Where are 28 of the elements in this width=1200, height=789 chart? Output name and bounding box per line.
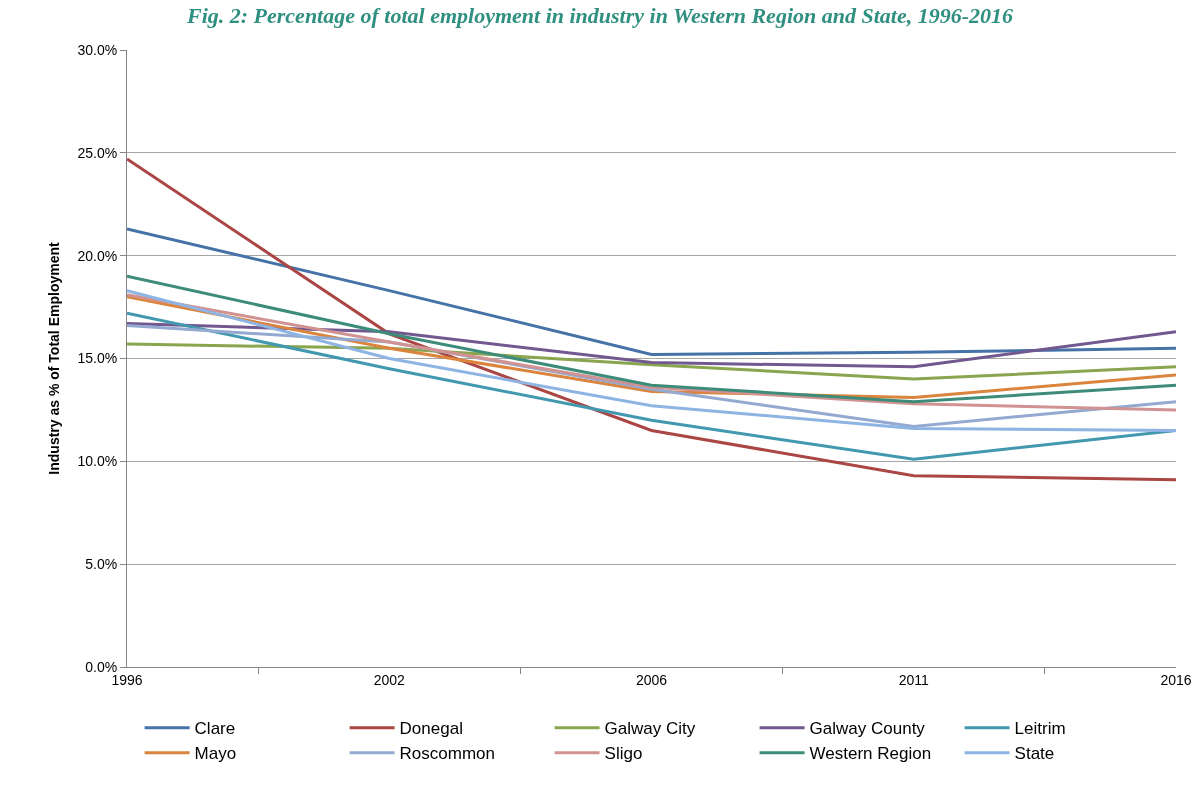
legend-label: Western Region xyxy=(809,744,932,764)
legend-label: Leitrim xyxy=(1014,719,1066,739)
y-tick-label: 5.0% xyxy=(85,556,118,573)
line-series xyxy=(127,157,1176,482)
y-tick-label: 20.0% xyxy=(77,247,118,264)
x-tick-label: 2011 xyxy=(898,671,930,688)
line-series xyxy=(127,274,1176,404)
line-series xyxy=(127,227,1176,356)
line-series xyxy=(127,342,1176,381)
y-tick-label: 25.0% xyxy=(77,144,118,161)
legend-label: Sligo xyxy=(604,744,643,764)
legend-label: Donegal xyxy=(399,719,463,739)
x-tick-label: 2002 xyxy=(373,671,406,688)
legend-label: Galway County xyxy=(809,719,926,739)
line-series xyxy=(127,322,1176,369)
legend-label: State xyxy=(1014,744,1055,764)
legend-label: Roscommon xyxy=(399,744,496,764)
y-axis-title: Industry as % of Total Employment xyxy=(46,242,63,475)
y-tick-label: 10.0% xyxy=(77,453,118,470)
x-tick-label: 2006 xyxy=(635,671,668,688)
chart-title: Fig. 2: Percentage of total employment in industry in Western Region and State, 1996-2016 xyxy=(185,3,1014,29)
x-tick-label: 2016 xyxy=(1160,671,1192,688)
line-series xyxy=(127,289,1176,432)
y-tick-label: 15.0% xyxy=(77,350,118,367)
legend-label: Clare xyxy=(194,719,236,739)
legend-label: Mayo xyxy=(194,744,237,764)
y-tick-label: 30.0% xyxy=(77,41,118,58)
legend-label: Galway City xyxy=(604,719,696,739)
